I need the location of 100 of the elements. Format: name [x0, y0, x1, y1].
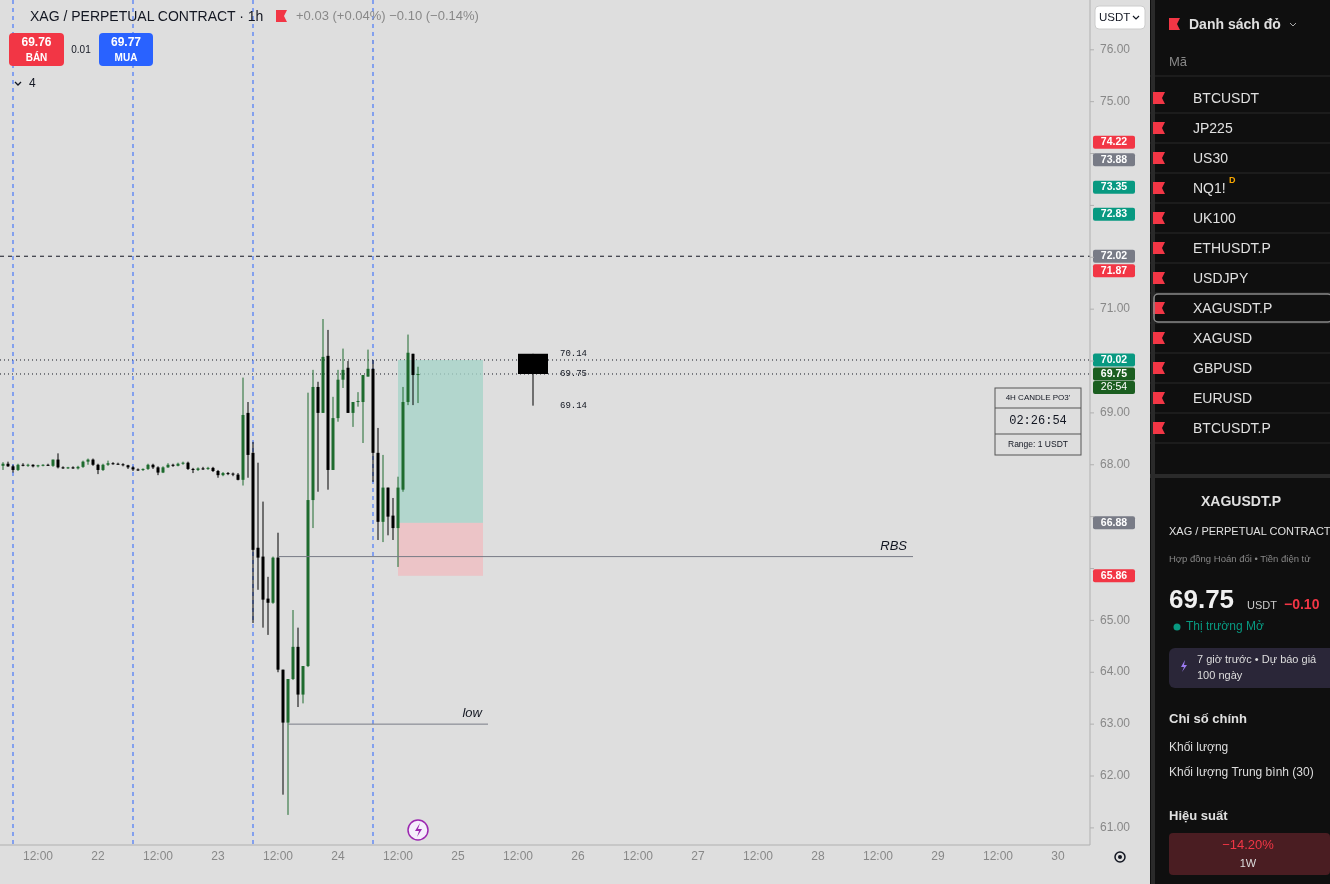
candlestick [66, 466, 70, 470]
text: JP225 [1193, 119, 1233, 136]
y-tick-label: 64.00 [1100, 664, 1131, 679]
candlestick [256, 462, 260, 591]
y-tick-label: 62.00 [1100, 768, 1131, 783]
x-tick-label: 25 [451, 849, 465, 864]
text: 26:54 [1100, 380, 1128, 393]
text: USDJPY [1193, 269, 1249, 286]
series-label: low [462, 705, 484, 721]
annotation: 0.01 [71, 43, 92, 55]
text: D [1229, 175, 1236, 185]
annotation: Range: 1 USDT [1008, 439, 1068, 450]
text: Mã [1169, 54, 1188, 70]
annotation: 66.88 [1100, 515, 1128, 528]
y-tick-label: 76.00 [1100, 41, 1131, 56]
y-tick-label: 61.00 [1100, 820, 1131, 835]
annotation: 4H CANDLE PO3' [1005, 393, 1071, 403]
x-tick-label: 28 [811, 849, 825, 864]
candlestick [356, 391, 360, 408]
annotation: 73.35 [1100, 180, 1128, 193]
annotation: 73.88 [1100, 152, 1128, 165]
text: 71.87 [1100, 263, 1128, 276]
text: −14.20% [1222, 837, 1275, 853]
text: XAGUSDT.P [1193, 299, 1273, 316]
candlestick [416, 366, 420, 404]
text: BTCUSDT.P [1193, 419, 1271, 436]
candlestick [221, 471, 225, 477]
candlestick [86, 458, 90, 466]
text: Khối lượng [1169, 740, 1229, 755]
y-tick-label: 65.00 [1100, 612, 1131, 627]
candlestick [56, 452, 60, 469]
x-tick-label: 12:00 [382, 849, 414, 864]
candlestick [216, 469, 220, 479]
y-tick-label: 75.00 [1100, 93, 1131, 108]
candlestick [391, 497, 395, 541]
text: USDT [1099, 11, 1131, 24]
text: 1W [1239, 856, 1257, 869]
x-tick-label: 22 [91, 849, 105, 864]
candlestick [96, 463, 100, 475]
candlestick [351, 401, 355, 428]
x-tick-label: 12:00 [622, 849, 654, 864]
text: ETHUSDT.P [1193, 239, 1271, 256]
text: GBPUSD [1193, 359, 1253, 376]
candlestick [266, 576, 270, 636]
x-tick-label: 30 [1051, 849, 1065, 864]
annotation: 4 [29, 76, 36, 91]
y-tick-label: 68.00 [1100, 456, 1131, 471]
candlestick [126, 464, 130, 470]
x-tick-label: 27 [691, 849, 705, 864]
x-tick-label: 12:00 [982, 849, 1014, 864]
x-tick-label: 12:00 [262, 849, 294, 864]
text: +0.03 (+0.04%) −0.10 (−0.14%) [296, 8, 479, 24]
text: EURUSD [1193, 389, 1253, 406]
annotation: 02:26:54 [1009, 414, 1067, 429]
series-label: RBS [880, 537, 908, 553]
ref-line-label: 69.75 [1100, 366, 1128, 379]
y-tick-label: 63.00 [1100, 716, 1131, 731]
annotation: MUA [114, 51, 138, 63]
x-tick-label: 24 [331, 849, 345, 864]
ref-line-label: 72.02 [1100, 249, 1128, 262]
text: Hiệu suất [1169, 808, 1229, 824]
candlestick [366, 349, 370, 378]
annotation: BÁN [25, 50, 48, 63]
annotation: 72.83 [1100, 207, 1128, 220]
text: USDT [1247, 598, 1278, 611]
x-tick-label: 23 [211, 849, 225, 864]
annotation: 69.76 [21, 35, 52, 50]
candlestick [46, 463, 50, 467]
text: −0.10 [1284, 595, 1320, 612]
x-tick-label: 12:00 [742, 849, 774, 864]
text: Khối lượng Trung bình (30) [1169, 765, 1314, 780]
candlestick [1, 461, 5, 471]
text: XAG / PERPETUAL CONTRACT [1169, 524, 1330, 537]
text: NQ1! [1193, 179, 1226, 196]
candlestick [196, 466, 200, 472]
annotation: 74.22 [1100, 134, 1128, 147]
candlestick [411, 353, 415, 406]
candlestick [191, 467, 195, 474]
candlestick [41, 463, 45, 467]
candlestick [131, 465, 135, 472]
text: US30 [1193, 149, 1229, 166]
y-tick-label: 69.00 [1100, 405, 1131, 420]
candlestick [341, 348, 345, 389]
text: 69.75 [1169, 583, 1235, 614]
annotation: 69.75 [560, 369, 588, 380]
text: XAGUSD [1193, 329, 1253, 346]
x-tick-label: 29 [931, 849, 945, 864]
candlestick [106, 460, 110, 467]
text: UK100 [1193, 209, 1237, 226]
text: Hợp đồng Hoán đổi • Tiền điện tử [1169, 552, 1312, 564]
annotation: 69.14 [560, 401, 588, 412]
x-tick-label: 12:00 [142, 849, 174, 864]
text: Danh sách đỏ [1189, 15, 1281, 32]
text: BTCUSDT [1193, 89, 1260, 106]
x-tick-label: 12:00 [22, 849, 54, 864]
annotation: 69.77 [110, 35, 142, 50]
annotation: 65.86 [1100, 568, 1128, 581]
ref-line-label: 70.02 [1100, 352, 1128, 365]
candlestick [116, 462, 120, 466]
x-tick-label: 26 [571, 849, 585, 864]
